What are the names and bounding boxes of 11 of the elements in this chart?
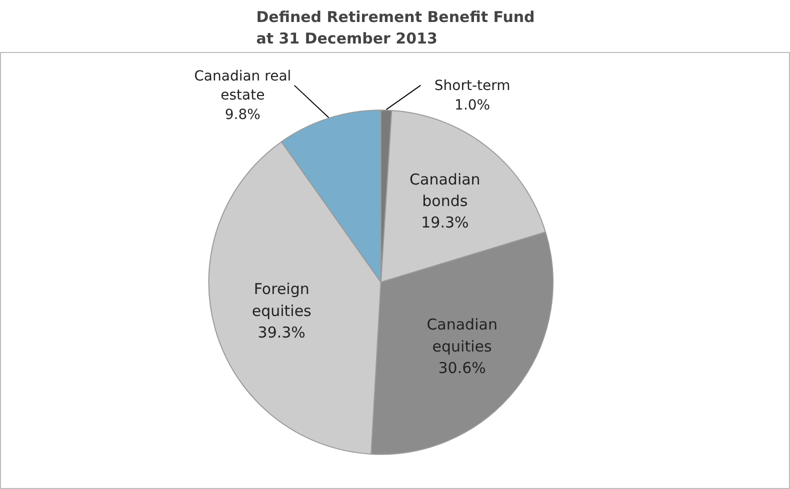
slice-label: Canadian equities xyxy=(426,316,498,356)
slice-label: Short-term xyxy=(434,78,510,94)
chart-title: Defined Retirement Benefit Fund at 31 December 2013 xyxy=(256,8,535,48)
slice-label: Foreign equities xyxy=(252,280,312,320)
data-label: 30.6% xyxy=(438,358,486,377)
data-label: 9.8% xyxy=(224,106,260,123)
data-label: 39.3% xyxy=(258,323,306,342)
data-label: 19.3% xyxy=(421,214,469,232)
data-label: 1.0% xyxy=(454,97,490,114)
slice-label: Canadian real estate xyxy=(194,68,292,104)
slice-label: Canadian bonds xyxy=(410,170,480,210)
